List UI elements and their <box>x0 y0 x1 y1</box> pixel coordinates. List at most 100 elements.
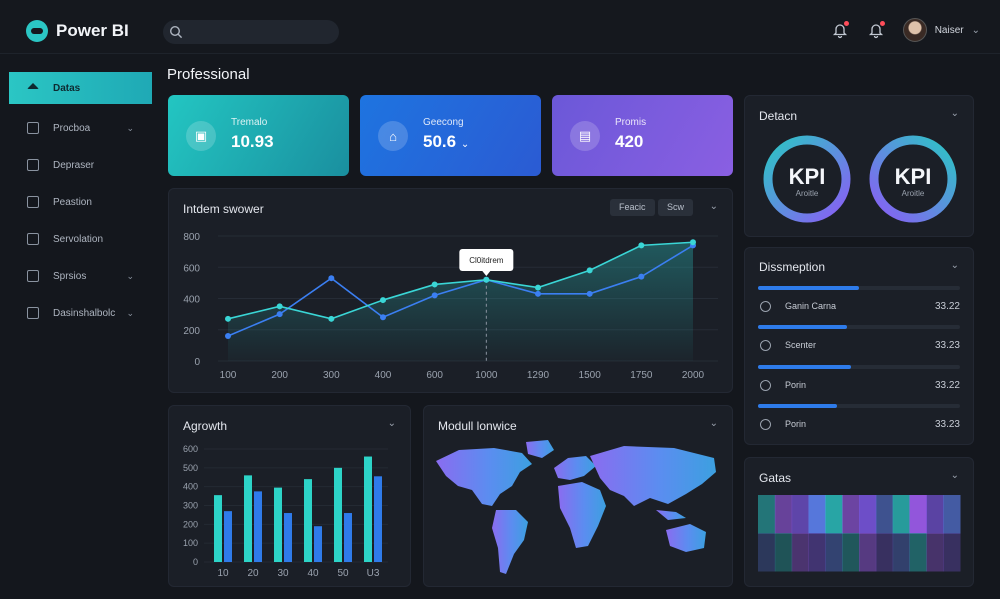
chevron-down-icon[interactable]: ⌄ <box>709 418 718 429</box>
user-menu[interactable]: Naiser ⌄ <box>902 18 980 42</box>
radio-circle-icon <box>760 340 771 351</box>
app-logo[interactable]: Power BI <box>26 20 129 42</box>
data-point[interactable] <box>638 242 645 249</box>
data-point[interactable] <box>225 333 231 339</box>
heatmap-cell[interactable] <box>758 495 776 534</box>
heatmap-cell[interactable] <box>808 495 826 534</box>
x-tick-label: 200 <box>271 370 288 381</box>
alert-bell-icon[interactable] <box>867 21 885 39</box>
world-map <box>436 440 716 574</box>
data-point[interactable] <box>638 273 645 280</box>
heatmap-cell[interactable] <box>808 533 826 572</box>
bar-0[interactable] <box>364 456 372 562</box>
sidebar-item-2[interactable]: Depraser <box>9 149 152 181</box>
bar-1[interactable] <box>344 513 352 562</box>
sidebar-item-5[interactable]: Sprsios ⌄ <box>9 260 152 292</box>
heatmap-cell[interactable] <box>859 533 877 572</box>
filter-button-1[interactable]: Feacic <box>610 199 655 216</box>
distribution-bar-track <box>758 325 960 329</box>
australia-shape <box>666 524 706 552</box>
data-point[interactable] <box>328 315 335 322</box>
sidebar-item-label: Dasinshalbolc <box>53 307 116 319</box>
heatmap-cell[interactable] <box>825 533 843 572</box>
chevron-down-icon[interactable]: ⌄ <box>387 418 396 429</box>
heatmap-cell[interactable] <box>791 495 809 534</box>
x-tick-label: 100 <box>220 370 237 381</box>
heatmap-cell[interactable] <box>943 533 961 572</box>
detach-title: Detacn <box>759 109 798 123</box>
x-tick-label: 20 <box>247 568 259 579</box>
heatmap-cell[interactable] <box>774 533 793 572</box>
heatmap-cell[interactable] <box>926 495 944 534</box>
bar-1[interactable] <box>284 513 292 562</box>
data-point[interactable] <box>431 292 438 299</box>
y-tick-label: 100 <box>183 538 198 548</box>
distribution-value: 33.22 <box>934 380 960 391</box>
data-point[interactable] <box>380 297 386 304</box>
chevron-down-icon[interactable]: ⌄ <box>950 260 959 271</box>
data-point[interactable] <box>431 281 438 288</box>
search-input[interactable] <box>163 20 339 44</box>
data-point[interactable] <box>276 303 283 310</box>
bar-1[interactable] <box>254 491 262 562</box>
distribution-bar <box>758 404 837 408</box>
data-point[interactable] <box>690 239 696 246</box>
data-point[interactable] <box>276 311 283 318</box>
heatmap-cell[interactable] <box>825 495 843 534</box>
bar-1[interactable] <box>224 511 232 562</box>
data-point[interactable] <box>586 290 593 297</box>
sidebar-item-1[interactable]: Procboa ⌄ <box>9 112 152 144</box>
bar-0[interactable] <box>304 479 312 562</box>
filter-button-2[interactable]: Scw <box>658 199 694 216</box>
heatmap-cell[interactable] <box>791 533 809 572</box>
notification-bell-icon[interactable] <box>831 21 849 39</box>
heatmap-cell[interactable] <box>842 533 860 572</box>
bar-0[interactable] <box>274 487 282 562</box>
kpi-tile-3[interactable]: ▤ Promis 420 <box>552 95 733 176</box>
kpi-tile-2[interactable]: ⌂ Geecong 50.6 ⌄ <box>360 95 541 176</box>
sidebar-item-0[interactable]: Datas <box>9 72 152 104</box>
data-point[interactable] <box>225 315 231 322</box>
heatmap-cell[interactable] <box>859 495 877 534</box>
heatmap-cell[interactable] <box>758 533 776 572</box>
heatmap-cell[interactable] <box>875 533 894 572</box>
sidebar: Datas Procboa ⌄ Depraser Peastion Servolation… <box>9 54 152 599</box>
y-tick-label: 200 <box>183 519 198 529</box>
chevron-down-icon[interactable]: ⌄ <box>709 201 718 212</box>
bar-1[interactable] <box>374 476 382 562</box>
nav-icon <box>27 122 39 134</box>
data-point[interactable] <box>586 267 593 274</box>
heatmap-cell[interactable] <box>892 495 910 534</box>
heatmap-cell[interactable] <box>909 495 927 534</box>
data-point[interactable] <box>535 290 541 297</box>
data-point[interactable] <box>328 275 335 282</box>
distribution-title: Dissmeption <box>759 260 826 274</box>
data-point[interactable] <box>380 314 386 321</box>
heatmap-cell[interactable] <box>909 533 927 572</box>
sidebar-item-3[interactable]: Peastion <box>9 186 152 218</box>
bar-0[interactable] <box>214 495 222 562</box>
data-point[interactable] <box>535 284 541 291</box>
heatmap-cell[interactable] <box>774 495 793 534</box>
chevron-down-icon[interactable]: ⌄ <box>950 470 959 481</box>
bar-1[interactable] <box>314 526 322 562</box>
sidebar-item-4[interactable]: Servolation <box>9 223 152 255</box>
kpi-value: 50.6 ⌄ <box>423 132 470 151</box>
sidebar-item-6[interactable]: Dasinshalbolc ⌄ <box>9 297 152 329</box>
chevron-down-icon: ⌄ <box>126 270 134 281</box>
heatmap-cell[interactable] <box>892 533 910 572</box>
heatmap-cell[interactable] <box>875 495 894 534</box>
distribution-card: Dissmeption ⌄ <box>744 247 974 445</box>
chevron-down-icon: ⌄ <box>460 139 470 150</box>
chevron-down-icon[interactable]: ⌄ <box>950 108 959 119</box>
heatmap-cell[interactable] <box>842 495 860 534</box>
kpi-tile-1[interactable]: ▣ Tremalo 10.93 <box>168 95 349 176</box>
bar-0[interactable] <box>334 467 342 562</box>
y-tick-label: 800 <box>183 232 200 243</box>
heatmap-cell[interactable] <box>926 533 944 572</box>
heatmap-cell[interactable] <box>943 495 961 534</box>
sidebar-item-label: Datas <box>53 82 81 94</box>
kpi-donut-sublabel: Aroitle <box>796 189 819 198</box>
bar-0[interactable] <box>244 475 252 562</box>
data-point[interactable] <box>483 276 490 283</box>
